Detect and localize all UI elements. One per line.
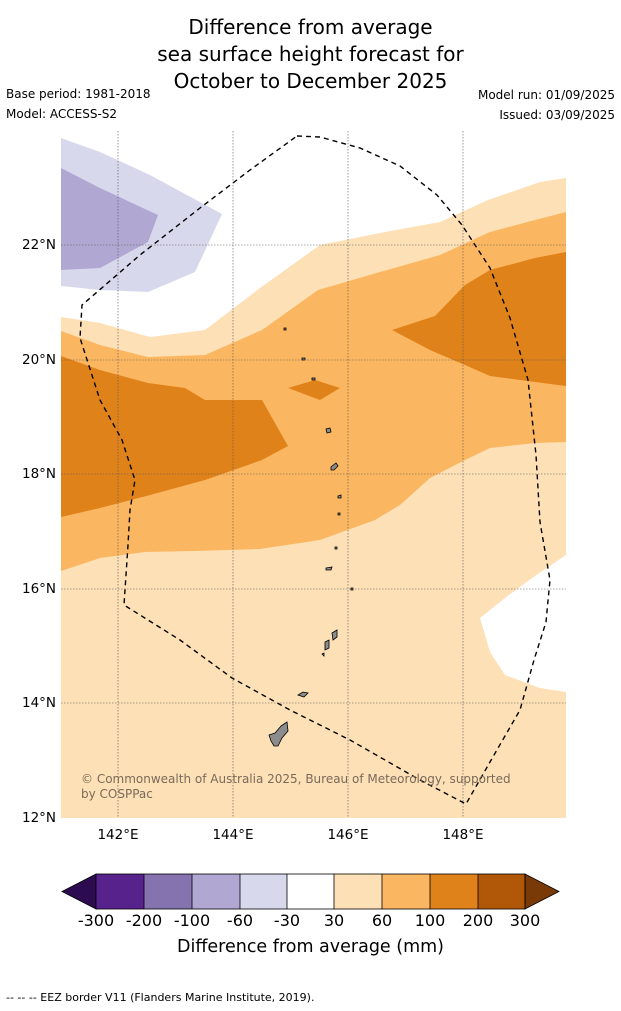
lat-label-12n: 12°N — [22, 810, 57, 826]
island-alamagan — [337, 512, 341, 516]
lat-label-16n: 16°N — [22, 581, 57, 597]
model-text: Model: ACCESS-S2 — [6, 107, 118, 121]
eez-border — [79, 135, 551, 805]
lat-label-14n: 14°N — [22, 695, 57, 711]
colorbar-segment-5 — [287, 874, 334, 909]
island-aguijan — [321, 652, 325, 657]
title-line-1: Difference from average — [188, 15, 433, 39]
title-line-2: sea surface height forecast for — [157, 42, 464, 66]
gridlines — [61, 131, 566, 818]
eez-legend-footer: -- -- -- EEZ border V11 (Flanders Marine… — [6, 991, 315, 1004]
colorbar-dividers — [95, 873, 526, 910]
colorbar-tick-200: 200 — [462, 911, 494, 930]
island-tinian — [324, 639, 330, 651]
islands — [268, 327, 354, 747]
field-100-200-east — [392, 252, 566, 386]
lon-label-144e: 144°E — [212, 827, 254, 843]
field-neutral-top — [61, 131, 566, 337]
chart-title: Difference from average sea surface heig… — [0, 14, 621, 95]
colorbar-tick-neg30: -30 — [273, 911, 301, 930]
base-period-text: Base period: 1981-2018 — [6, 87, 151, 101]
colorbar-label: Difference from average (mm) — [176, 937, 445, 957]
colorbar-tick-neg60: -60 — [226, 911, 254, 930]
colorbar-segment-8 — [430, 874, 478, 909]
island-sarigan — [334, 546, 338, 550]
colorbar-tick-100: 100 — [414, 911, 446, 930]
island-guguan — [337, 494, 342, 499]
colorbar-segment-2 — [144, 874, 192, 909]
lon-label-146e: 146°E — [327, 827, 369, 843]
island-asuncion — [311, 377, 316, 381]
island-uracas — [283, 327, 287, 331]
field-30-60-blob — [61, 762, 170, 818]
title-line-3: October to December 2025 — [173, 69, 448, 93]
island-pagan — [330, 462, 339, 471]
colorbar-tick-300: 300 — [509, 911, 541, 930]
lat-label-18n: 18°N — [22, 466, 57, 482]
lat-label-22n: 22°N — [22, 237, 57, 253]
island-agrihan — [325, 427, 332, 434]
colorbar-segment-9 — [478, 874, 525, 909]
island-anatahan — [325, 566, 333, 571]
contour-fields — [61, 131, 566, 818]
colorbar-extend-high — [524, 873, 560, 910]
island-rota — [297, 691, 309, 698]
field-100-200-small — [288, 380, 340, 400]
colorbar-extend-low — [61, 873, 97, 910]
model-run-text: Model run: 01/09/2025 — [477, 88, 615, 102]
colorbar-tick-30: 30 — [323, 911, 345, 930]
colorbar-segment-7 — [382, 874, 430, 909]
issued-text: Issued: 03/09/2025 — [499, 108, 615, 122]
lat-label-20n: 20°N — [22, 352, 57, 368]
island-guam — [268, 721, 289, 747]
colorbar-segment-1 — [96, 874, 144, 909]
copyright-credit: © Commonwealth of Australia 2025, Bureau… — [81, 772, 511, 801]
colorbar-tick-neg200: -200 — [125, 911, 163, 930]
field-negative-60-100 — [61, 168, 158, 270]
colorbar-segment-3 — [192, 874, 240, 909]
island-saipan — [331, 629, 338, 641]
colorbar-tick-neg100: -100 — [173, 911, 211, 930]
colorbar-tick-60: 60 — [371, 911, 393, 930]
colorbar-segment-6 — [334, 874, 382, 909]
colorbar-segment-4 — [240, 874, 287, 909]
colorbar-tick-neg300: -300 — [77, 911, 115, 930]
lon-label-148e: 148°E — [442, 827, 484, 843]
lon-label-142e: 142°E — [97, 827, 139, 843]
